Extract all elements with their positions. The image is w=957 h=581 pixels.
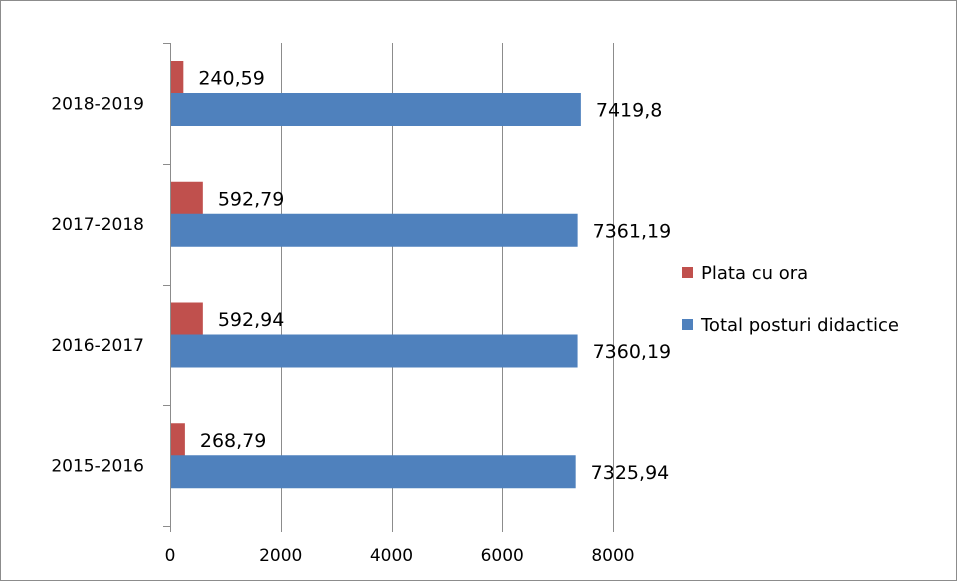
bar-0-2015-2016 — [171, 423, 185, 456]
data-label-0-2015-2016: 268,79 — [200, 430, 266, 452]
legend-label-0: Plata cu ora — [701, 263, 808, 284]
bars — [171, 61, 581, 488]
x-tick-label-0: 0 — [165, 546, 176, 566]
data-label-1-2016-2017: 7360,19 — [593, 341, 672, 363]
legend-swatch-1 — [682, 319, 693, 330]
bar-1-2018-2019 — [171, 93, 581, 126]
bar-1-2016-2017 — [171, 335, 578, 368]
data-labels: 268,79 7325,94 592,94 7360,19 592,79 7361,19 2… — [198, 68, 671, 484]
bar-0-2016-2017 — [171, 303, 203, 336]
bar-1-2015-2016 — [171, 455, 576, 488]
data-label-1-2015-2016: 7325,94 — [591, 462, 670, 484]
value-axis-ticks: 0 2000 4000 6000 8000 — [165, 546, 635, 566]
x-tick-label-4000: 4000 — [370, 546, 413, 566]
bar-1-2017-2018 — [171, 214, 578, 247]
legend-swatch-0 — [682, 267, 693, 278]
data-label-0-2018-2019: 240,59 — [198, 68, 264, 90]
bar-0-2017-2018 — [171, 182, 203, 215]
legend-label-1: Total posturi didactice — [700, 315, 899, 336]
legend: Plata cu ora Total posturi didactice — [682, 263, 899, 336]
data-label-0-2017-2018: 592,79 — [218, 188, 284, 210]
category-label-2018-2019: 2018-2019 — [51, 94, 144, 114]
x-tick-label-2000: 2000 — [259, 546, 302, 566]
data-label-1-2018-2019: 7419,8 — [596, 100, 662, 122]
data-label-0-2016-2017: 592,94 — [218, 309, 284, 331]
category-label-2016-2017: 2016-2017 — [51, 336, 144, 356]
category-labels: 2015-2016 2016-2017 2017-2018 2018-2019 — [51, 94, 144, 476]
data-label-1-2017-2018: 7361,19 — [593, 220, 672, 242]
x-tick-label-6000: 6000 — [481, 546, 524, 566]
category-label-2015-2016: 2015-2016 — [51, 457, 144, 477]
x-tick-label-8000: 8000 — [591, 546, 634, 566]
bar-0-2018-2019 — [171, 61, 183, 94]
category-label-2017-2018: 2017-2018 — [51, 215, 144, 235]
